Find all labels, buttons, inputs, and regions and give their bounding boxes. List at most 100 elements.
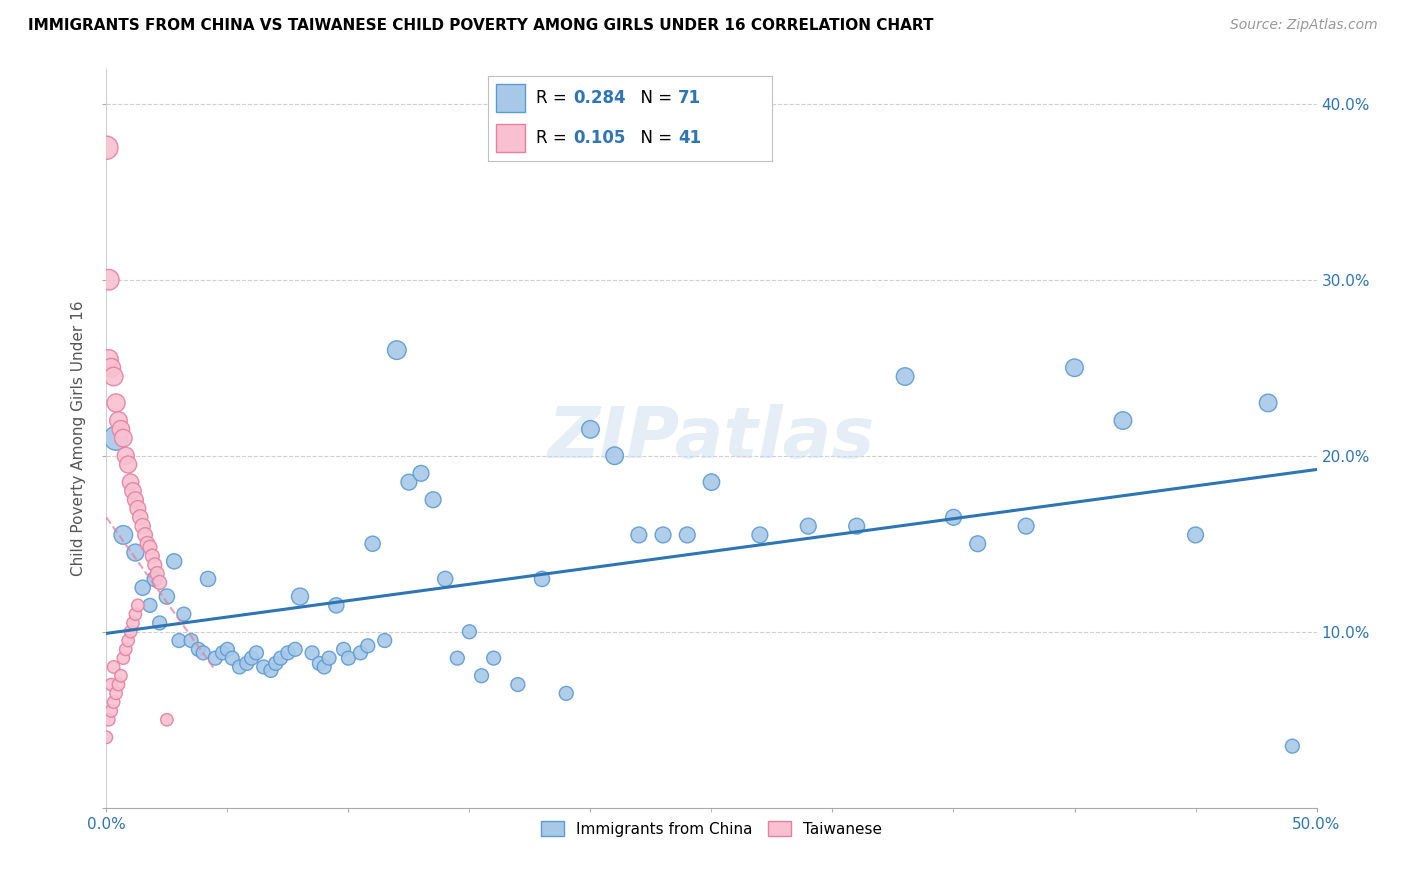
Point bbox=[458, 624, 481, 639]
Point bbox=[100, 704, 122, 718]
Point bbox=[112, 651, 135, 665]
Point bbox=[228, 660, 250, 674]
Point bbox=[337, 651, 360, 665]
Point bbox=[211, 646, 233, 660]
Legend: Immigrants from China, Taiwanese: Immigrants from China, Taiwanese bbox=[533, 814, 890, 845]
Point bbox=[97, 273, 120, 287]
Point bbox=[1112, 413, 1135, 427]
Point bbox=[124, 607, 146, 621]
Point bbox=[122, 615, 145, 630]
Point bbox=[409, 467, 432, 481]
Point bbox=[1063, 360, 1085, 375]
Point bbox=[627, 528, 650, 542]
Text: Source: ZipAtlas.com: Source: ZipAtlas.com bbox=[1230, 18, 1378, 32]
Point bbox=[446, 651, 468, 665]
Point bbox=[117, 458, 139, 472]
Point bbox=[398, 475, 420, 490]
Point bbox=[129, 510, 152, 524]
Point bbox=[531, 572, 554, 586]
Point bbox=[361, 537, 384, 551]
Point bbox=[134, 528, 156, 542]
Point bbox=[131, 519, 153, 533]
Point bbox=[139, 599, 162, 613]
Point bbox=[301, 646, 323, 660]
Point bbox=[97, 713, 120, 727]
Point bbox=[173, 607, 195, 621]
Point bbox=[318, 651, 340, 665]
Point bbox=[103, 660, 125, 674]
Point bbox=[1015, 519, 1038, 533]
Point bbox=[374, 633, 396, 648]
Point bbox=[700, 475, 723, 490]
Y-axis label: Child Poverty Among Girls Under 16: Child Poverty Among Girls Under 16 bbox=[72, 301, 86, 576]
Point bbox=[136, 537, 159, 551]
Point bbox=[357, 639, 380, 653]
Point bbox=[204, 651, 226, 665]
Point bbox=[149, 615, 172, 630]
Point bbox=[349, 646, 371, 660]
Point bbox=[180, 633, 202, 648]
Point bbox=[482, 651, 505, 665]
Point bbox=[894, 369, 917, 384]
Point bbox=[422, 492, 444, 507]
Point bbox=[114, 449, 136, 463]
Point bbox=[1281, 739, 1303, 753]
Point bbox=[143, 572, 166, 586]
Point bbox=[193, 646, 215, 660]
Point bbox=[245, 646, 267, 660]
Point bbox=[1184, 528, 1206, 542]
Point bbox=[167, 633, 190, 648]
Point bbox=[470, 669, 492, 683]
Point bbox=[163, 554, 186, 568]
Point bbox=[146, 566, 169, 581]
Point bbox=[127, 599, 149, 613]
Point bbox=[114, 642, 136, 657]
Text: ZIPatlas: ZIPatlas bbox=[548, 404, 875, 473]
Point bbox=[156, 713, 179, 727]
Point bbox=[156, 590, 179, 604]
Point bbox=[284, 642, 307, 657]
Point bbox=[120, 475, 142, 490]
Point bbox=[105, 396, 128, 410]
Point bbox=[253, 660, 276, 674]
Point bbox=[103, 369, 125, 384]
Point bbox=[110, 422, 132, 436]
Point bbox=[270, 651, 292, 665]
Point bbox=[103, 695, 125, 709]
Point bbox=[124, 492, 146, 507]
Point bbox=[143, 558, 166, 572]
Point bbox=[107, 677, 129, 691]
Point bbox=[264, 657, 287, 671]
Point bbox=[748, 528, 770, 542]
Point bbox=[221, 651, 243, 665]
Point bbox=[122, 483, 145, 498]
Point bbox=[603, 449, 626, 463]
Point bbox=[127, 501, 149, 516]
Point bbox=[96, 731, 118, 745]
Point bbox=[117, 633, 139, 648]
Point bbox=[966, 537, 988, 551]
Point bbox=[506, 677, 529, 691]
Point bbox=[277, 646, 299, 660]
Point bbox=[797, 519, 820, 533]
Point bbox=[240, 651, 263, 665]
Point bbox=[120, 624, 142, 639]
Point bbox=[314, 660, 336, 674]
Point bbox=[555, 686, 578, 700]
Point bbox=[107, 413, 129, 427]
Point bbox=[112, 528, 135, 542]
Point bbox=[97, 351, 120, 366]
Point bbox=[105, 686, 128, 700]
Point bbox=[139, 541, 162, 555]
Point bbox=[434, 572, 457, 586]
Point bbox=[652, 528, 675, 542]
Text: IMMIGRANTS FROM CHINA VS TAIWANESE CHILD POVERTY AMONG GIRLS UNDER 16 CORRELATIO: IMMIGRANTS FROM CHINA VS TAIWANESE CHILD… bbox=[28, 18, 934, 33]
Point bbox=[100, 360, 122, 375]
Point bbox=[676, 528, 699, 542]
Point bbox=[149, 575, 172, 590]
Point bbox=[332, 642, 354, 657]
Point bbox=[197, 572, 219, 586]
Point bbox=[141, 549, 163, 563]
Point bbox=[217, 642, 239, 657]
Point bbox=[579, 422, 602, 436]
